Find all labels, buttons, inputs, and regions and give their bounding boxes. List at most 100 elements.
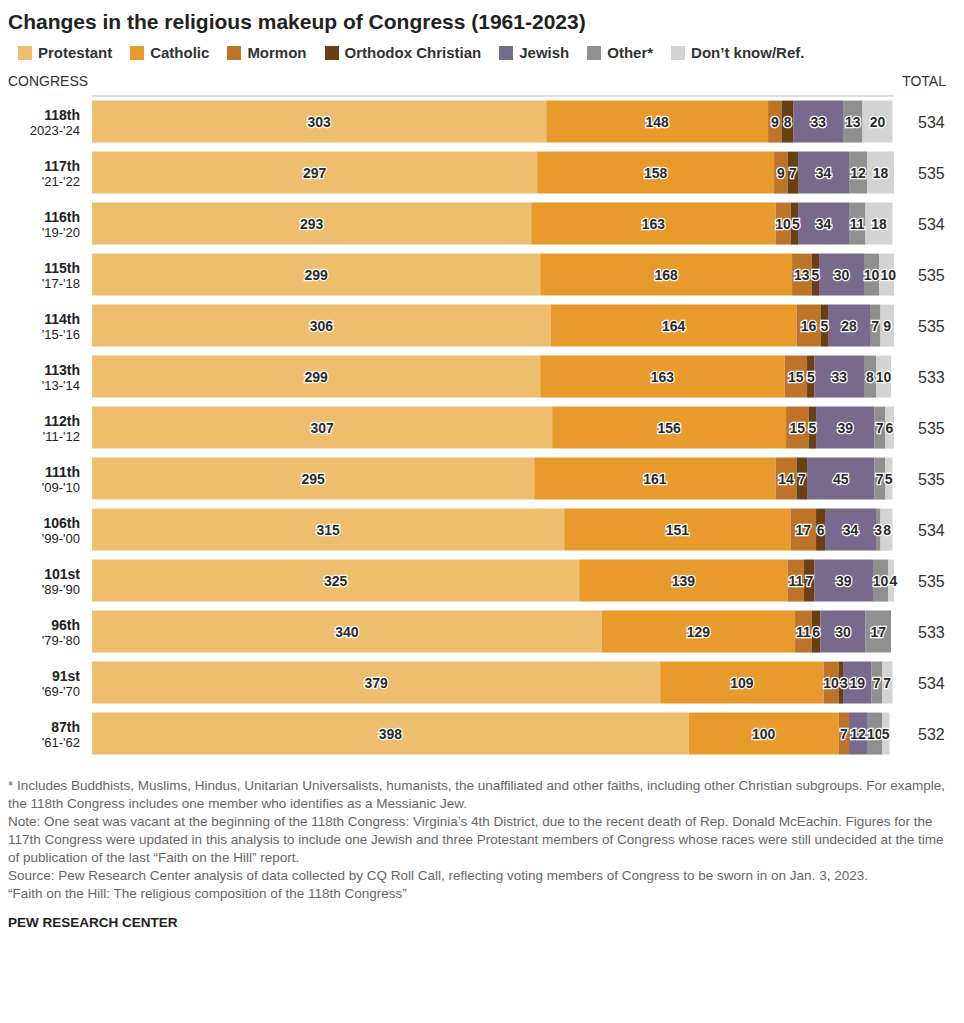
svg-text:11: 11 [850, 216, 865, 232]
svg-text:5: 5 [808, 420, 816, 436]
svg-text:16: 16 [801, 318, 817, 334]
svg-text:325: 325 [324, 573, 348, 589]
svg-text:12: 12 [850, 726, 866, 742]
svg-text:11: 11 [796, 624, 811, 640]
svg-text:91st'69-'70: 91st'69-'70 [42, 668, 81, 699]
svg-text:8: 8 [866, 369, 874, 385]
svg-text:96th'79-'80: 96th'79-'80 [42, 617, 80, 648]
svg-text:39: 39 [837, 420, 853, 436]
svg-text:161: 161 [643, 471, 667, 487]
svg-text:10: 10 [775, 216, 791, 232]
svg-text:7: 7 [876, 420, 884, 436]
svg-text:34: 34 [843, 522, 859, 538]
svg-text:532: 532 [918, 726, 945, 743]
svg-text:10: 10 [823, 675, 839, 691]
svg-text:164: 164 [662, 318, 686, 334]
svg-text:15: 15 [790, 420, 806, 436]
svg-text:10: 10 [864, 267, 880, 283]
svg-text:28: 28 [841, 318, 857, 334]
svg-text:117th'21-'22: 117th'21-'22 [42, 158, 80, 189]
svg-text:10: 10 [867, 726, 883, 742]
svg-text:533: 533 [918, 369, 945, 386]
svg-text:8: 8 [883, 522, 891, 538]
svg-text:156: 156 [657, 420, 681, 436]
svg-text:116th'19-'20: 116th'19-'20 [42, 209, 80, 240]
svg-text:112th'11-'12: 112th'11-'12 [43, 413, 80, 444]
svg-text:7: 7 [873, 675, 881, 691]
svg-text:18: 18 [871, 216, 887, 232]
svg-text:5: 5 [820, 318, 828, 334]
svg-text:20: 20 [870, 114, 886, 130]
svg-text:111th'09-'10: 111th'09-'10 [42, 464, 80, 495]
svg-text:113th'13-'14: 113th'13-'14 [42, 362, 80, 393]
svg-text:3: 3 [874, 522, 882, 538]
svg-text:87th'61-'62: 87th'61-'62 [42, 719, 80, 750]
svg-text:17: 17 [796, 522, 812, 538]
svg-text:45: 45 [833, 471, 849, 487]
svg-text:106th'99-'00: 106th'99-'00 [42, 515, 80, 546]
svg-text:9: 9 [883, 318, 891, 334]
svg-text:7: 7 [798, 471, 806, 487]
svg-text:533: 533 [918, 624, 945, 641]
svg-text:3: 3 [840, 675, 848, 691]
svg-text:7: 7 [871, 318, 879, 334]
svg-text:10: 10 [876, 369, 892, 385]
svg-text:6: 6 [812, 624, 820, 640]
svg-text:5: 5 [807, 369, 815, 385]
svg-text:303: 303 [307, 114, 331, 130]
svg-text:118th2023-'24: 118th2023-'24 [30, 107, 80, 138]
svg-text:295: 295 [301, 471, 325, 487]
svg-text:18: 18 [873, 165, 889, 181]
svg-text:5: 5 [811, 267, 819, 283]
svg-text:151: 151 [666, 522, 690, 538]
svg-text:5: 5 [882, 726, 890, 742]
svg-text:307: 307 [310, 420, 334, 436]
svg-text:7: 7 [883, 675, 891, 691]
svg-text:379: 379 [364, 675, 388, 691]
svg-text:114th'15-'16: 114th'15-'16 [42, 311, 80, 342]
svg-text:535: 535 [918, 267, 945, 284]
svg-text:534: 534 [918, 675, 945, 692]
svg-text:5: 5 [885, 471, 893, 487]
svg-text:315: 315 [316, 522, 340, 538]
svg-text:9: 9 [777, 165, 785, 181]
svg-text:163: 163 [651, 369, 675, 385]
svg-text:4: 4 [889, 573, 897, 589]
svg-text:534: 534 [918, 522, 945, 539]
svg-text:13: 13 [794, 267, 810, 283]
svg-text:534: 534 [918, 216, 945, 233]
svg-text:11: 11 [788, 573, 803, 589]
svg-text:13: 13 [845, 114, 861, 130]
svg-text:299: 299 [304, 267, 328, 283]
svg-text:8: 8 [784, 114, 792, 130]
svg-text:168: 168 [654, 267, 678, 283]
svg-text:7: 7 [876, 471, 884, 487]
svg-text:7: 7 [840, 726, 848, 742]
svg-text:17: 17 [870, 624, 886, 640]
svg-text:299: 299 [304, 369, 328, 385]
svg-text:34: 34 [816, 216, 832, 232]
svg-text:39: 39 [836, 573, 852, 589]
svg-text:7: 7 [805, 573, 813, 589]
svg-text:10: 10 [881, 267, 897, 283]
svg-text:534: 534 [918, 114, 945, 131]
svg-text:30: 30 [834, 267, 850, 283]
svg-text:6: 6 [886, 420, 894, 436]
svg-text:6: 6 [817, 522, 825, 538]
svg-text:535: 535 [918, 471, 945, 488]
svg-text:158: 158 [644, 165, 668, 181]
svg-text:139: 139 [672, 573, 696, 589]
svg-text:33: 33 [811, 114, 827, 130]
svg-text:535: 535 [918, 573, 945, 590]
svg-text:293: 293 [300, 216, 324, 232]
svg-text:101st'89-'90: 101st'89-'90 [42, 566, 81, 597]
svg-text:163: 163 [642, 216, 666, 232]
svg-text:535: 535 [918, 318, 945, 335]
svg-text:398: 398 [379, 726, 403, 742]
svg-text:109: 109 [730, 675, 754, 691]
svg-text:129: 129 [687, 624, 711, 640]
svg-text:306: 306 [310, 318, 334, 334]
svg-text:7: 7 [789, 165, 797, 181]
svg-text:33: 33 [831, 369, 847, 385]
svg-text:19: 19 [849, 675, 865, 691]
